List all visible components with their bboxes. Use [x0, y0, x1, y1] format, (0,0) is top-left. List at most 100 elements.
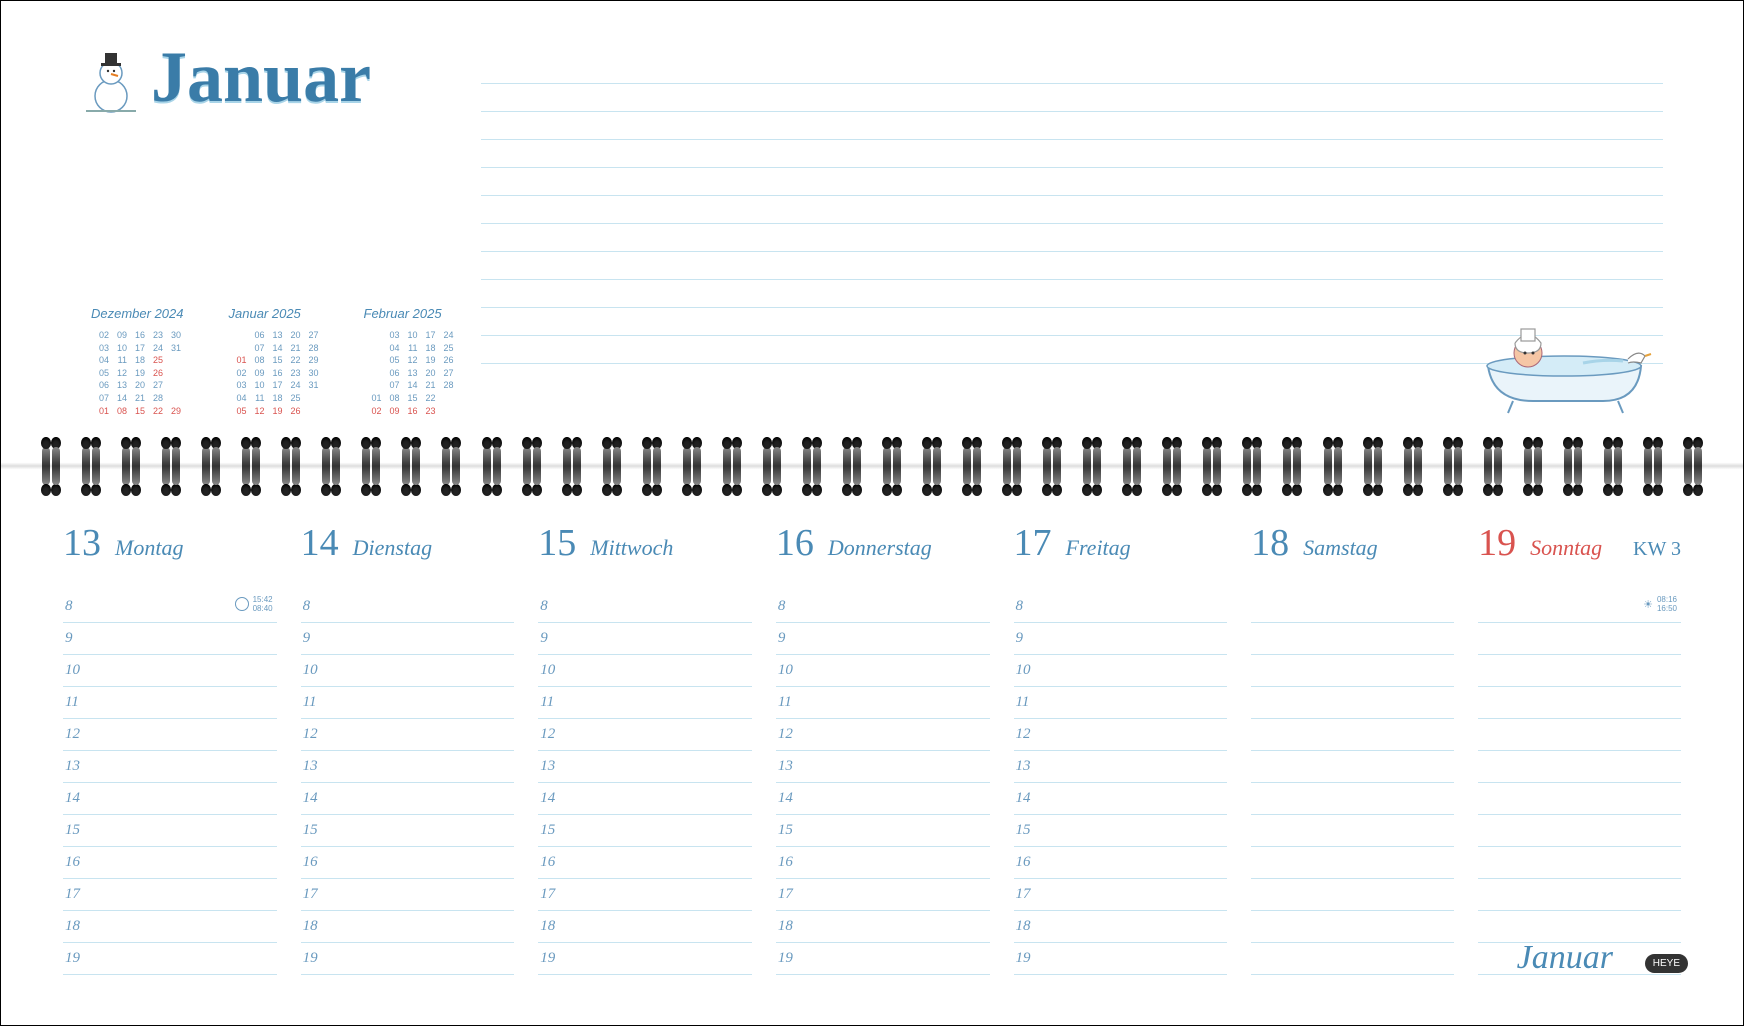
hour-row[interactable]: 16 [301, 847, 515, 879]
note-line[interactable] [481, 112, 1663, 140]
hour-row[interactable]: 815:4208:40 [63, 591, 277, 623]
hour-row[interactable]: 12 [301, 719, 515, 751]
hour-row[interactable]: 11 [301, 687, 515, 719]
hour-row[interactable]: 18 [301, 911, 515, 943]
hour-row[interactable]: 17 [63, 879, 277, 911]
hour-row[interactable] [1251, 591, 1454, 623]
hour-row[interactable] [1478, 847, 1681, 879]
hour-row[interactable]: 19 [776, 943, 990, 975]
hour-row[interactable] [1478, 879, 1681, 911]
hour-row[interactable]: 15 [776, 815, 990, 847]
hour-row[interactable]: 11 [63, 687, 277, 719]
day-column: 18Samstag [1239, 521, 1466, 975]
note-line[interactable] [481, 252, 1663, 280]
hour-row[interactable] [1478, 815, 1681, 847]
hour-row[interactable]: 9 [63, 623, 277, 655]
note-line[interactable] [481, 280, 1663, 308]
hour-row[interactable]: 12 [538, 719, 752, 751]
hour-row[interactable] [1478, 719, 1681, 751]
hour-row[interactable]: 15 [301, 815, 515, 847]
hour-row[interactable]: 13 [301, 751, 515, 783]
note-line[interactable] [481, 196, 1663, 224]
hour-row[interactable]: 17 [1014, 879, 1228, 911]
hour-row[interactable] [1478, 623, 1681, 655]
hour-row[interactable]: 8 [538, 591, 752, 623]
hour-row[interactable]: 11 [1014, 687, 1228, 719]
hour-row[interactable] [1251, 783, 1454, 815]
hour-label: 16 [63, 854, 80, 871]
hour-row[interactable]: 10 [301, 655, 515, 687]
note-line[interactable] [481, 168, 1663, 196]
hour-row[interactable]: 12 [1014, 719, 1228, 751]
hour-row[interactable]: 12 [63, 719, 277, 751]
hour-row[interactable] [1251, 911, 1454, 943]
hour-label: 15 [776, 822, 793, 839]
hour-row[interactable] [1251, 719, 1454, 751]
hour-row[interactable]: 18 [63, 911, 277, 943]
hour-row[interactable]: 18 [1014, 911, 1228, 943]
hour-row[interactable]: 13 [63, 751, 277, 783]
hour-row[interactable]: 15 [538, 815, 752, 847]
hour-row[interactable]: 11 [538, 687, 752, 719]
spiral-ring [721, 439, 743, 494]
hour-row[interactable]: 9 [301, 623, 515, 655]
hour-row[interactable]: 14 [538, 783, 752, 815]
hour-row[interactable]: 15 [1014, 815, 1228, 847]
hour-row[interactable]: 8 [776, 591, 990, 623]
hour-row[interactable] [1251, 879, 1454, 911]
hour-row[interactable]: 13 [538, 751, 752, 783]
month-title: Januar [151, 36, 371, 119]
hour-row[interactable]: 9 [776, 623, 990, 655]
hour-row[interactable]: 13 [776, 751, 990, 783]
hour-row[interactable]: 10 [538, 655, 752, 687]
hour-row[interactable] [1251, 687, 1454, 719]
hour-row[interactable]: 9 [1014, 623, 1228, 655]
hour-row[interactable] [1251, 623, 1454, 655]
hour-row[interactable]: 17 [301, 879, 515, 911]
mini-calendar-title: Februar 2025 [364, 306, 454, 321]
hour-row[interactable] [1478, 687, 1681, 719]
hour-row[interactable]: 19 [1014, 943, 1228, 975]
hour-row[interactable]: 18 [538, 911, 752, 943]
hour-row[interactable]: 15 [63, 815, 277, 847]
hour-row[interactable]: ☀08:1616:50 [1478, 591, 1681, 623]
hour-row[interactable]: 14 [301, 783, 515, 815]
hour-row[interactable] [1251, 815, 1454, 847]
hour-row[interactable]: 14 [63, 783, 277, 815]
hour-row[interactable]: 19 [63, 943, 277, 975]
hour-row[interactable] [1251, 943, 1454, 975]
hour-row[interactable]: 10 [1014, 655, 1228, 687]
hour-row[interactable] [1478, 783, 1681, 815]
hour-row[interactable]: 9 [538, 623, 752, 655]
hour-row[interactable]: 12 [776, 719, 990, 751]
hour-row[interactable]: 10 [63, 655, 277, 687]
hour-row[interactable]: 18 [776, 911, 990, 943]
note-line[interactable] [481, 84, 1663, 112]
hour-row[interactable]: 8 [301, 591, 515, 623]
hour-row[interactable] [1478, 751, 1681, 783]
hour-row[interactable] [1478, 655, 1681, 687]
note-line[interactable] [481, 224, 1663, 252]
hour-label: 9 [301, 630, 311, 647]
day-header: 19SonntagKW 3 [1478, 521, 1681, 563]
hour-row[interactable]: 16 [538, 847, 752, 879]
hour-row[interactable]: 19 [538, 943, 752, 975]
hour-row[interactable] [1251, 751, 1454, 783]
hour-row[interactable]: 17 [538, 879, 752, 911]
hour-row[interactable]: 10 [776, 655, 990, 687]
hour-row[interactable]: 14 [776, 783, 990, 815]
hour-row[interactable]: 14 [1014, 783, 1228, 815]
hour-row[interactable]: 11 [776, 687, 990, 719]
note-line[interactable] [481, 140, 1663, 168]
hour-row[interactable]: 19 [301, 943, 515, 975]
note-line[interactable] [481, 56, 1663, 84]
hour-row[interactable]: 16 [63, 847, 277, 879]
hour-row[interactable]: 8 [1014, 591, 1228, 623]
hour-row[interactable]: 16 [776, 847, 990, 879]
hour-row[interactable]: 13 [1014, 751, 1228, 783]
hour-row[interactable]: 17 [776, 879, 990, 911]
notes-lines[interactable] [481, 56, 1663, 364]
hour-row[interactable] [1251, 655, 1454, 687]
hour-row[interactable]: 16 [1014, 847, 1228, 879]
hour-row[interactable] [1251, 847, 1454, 879]
